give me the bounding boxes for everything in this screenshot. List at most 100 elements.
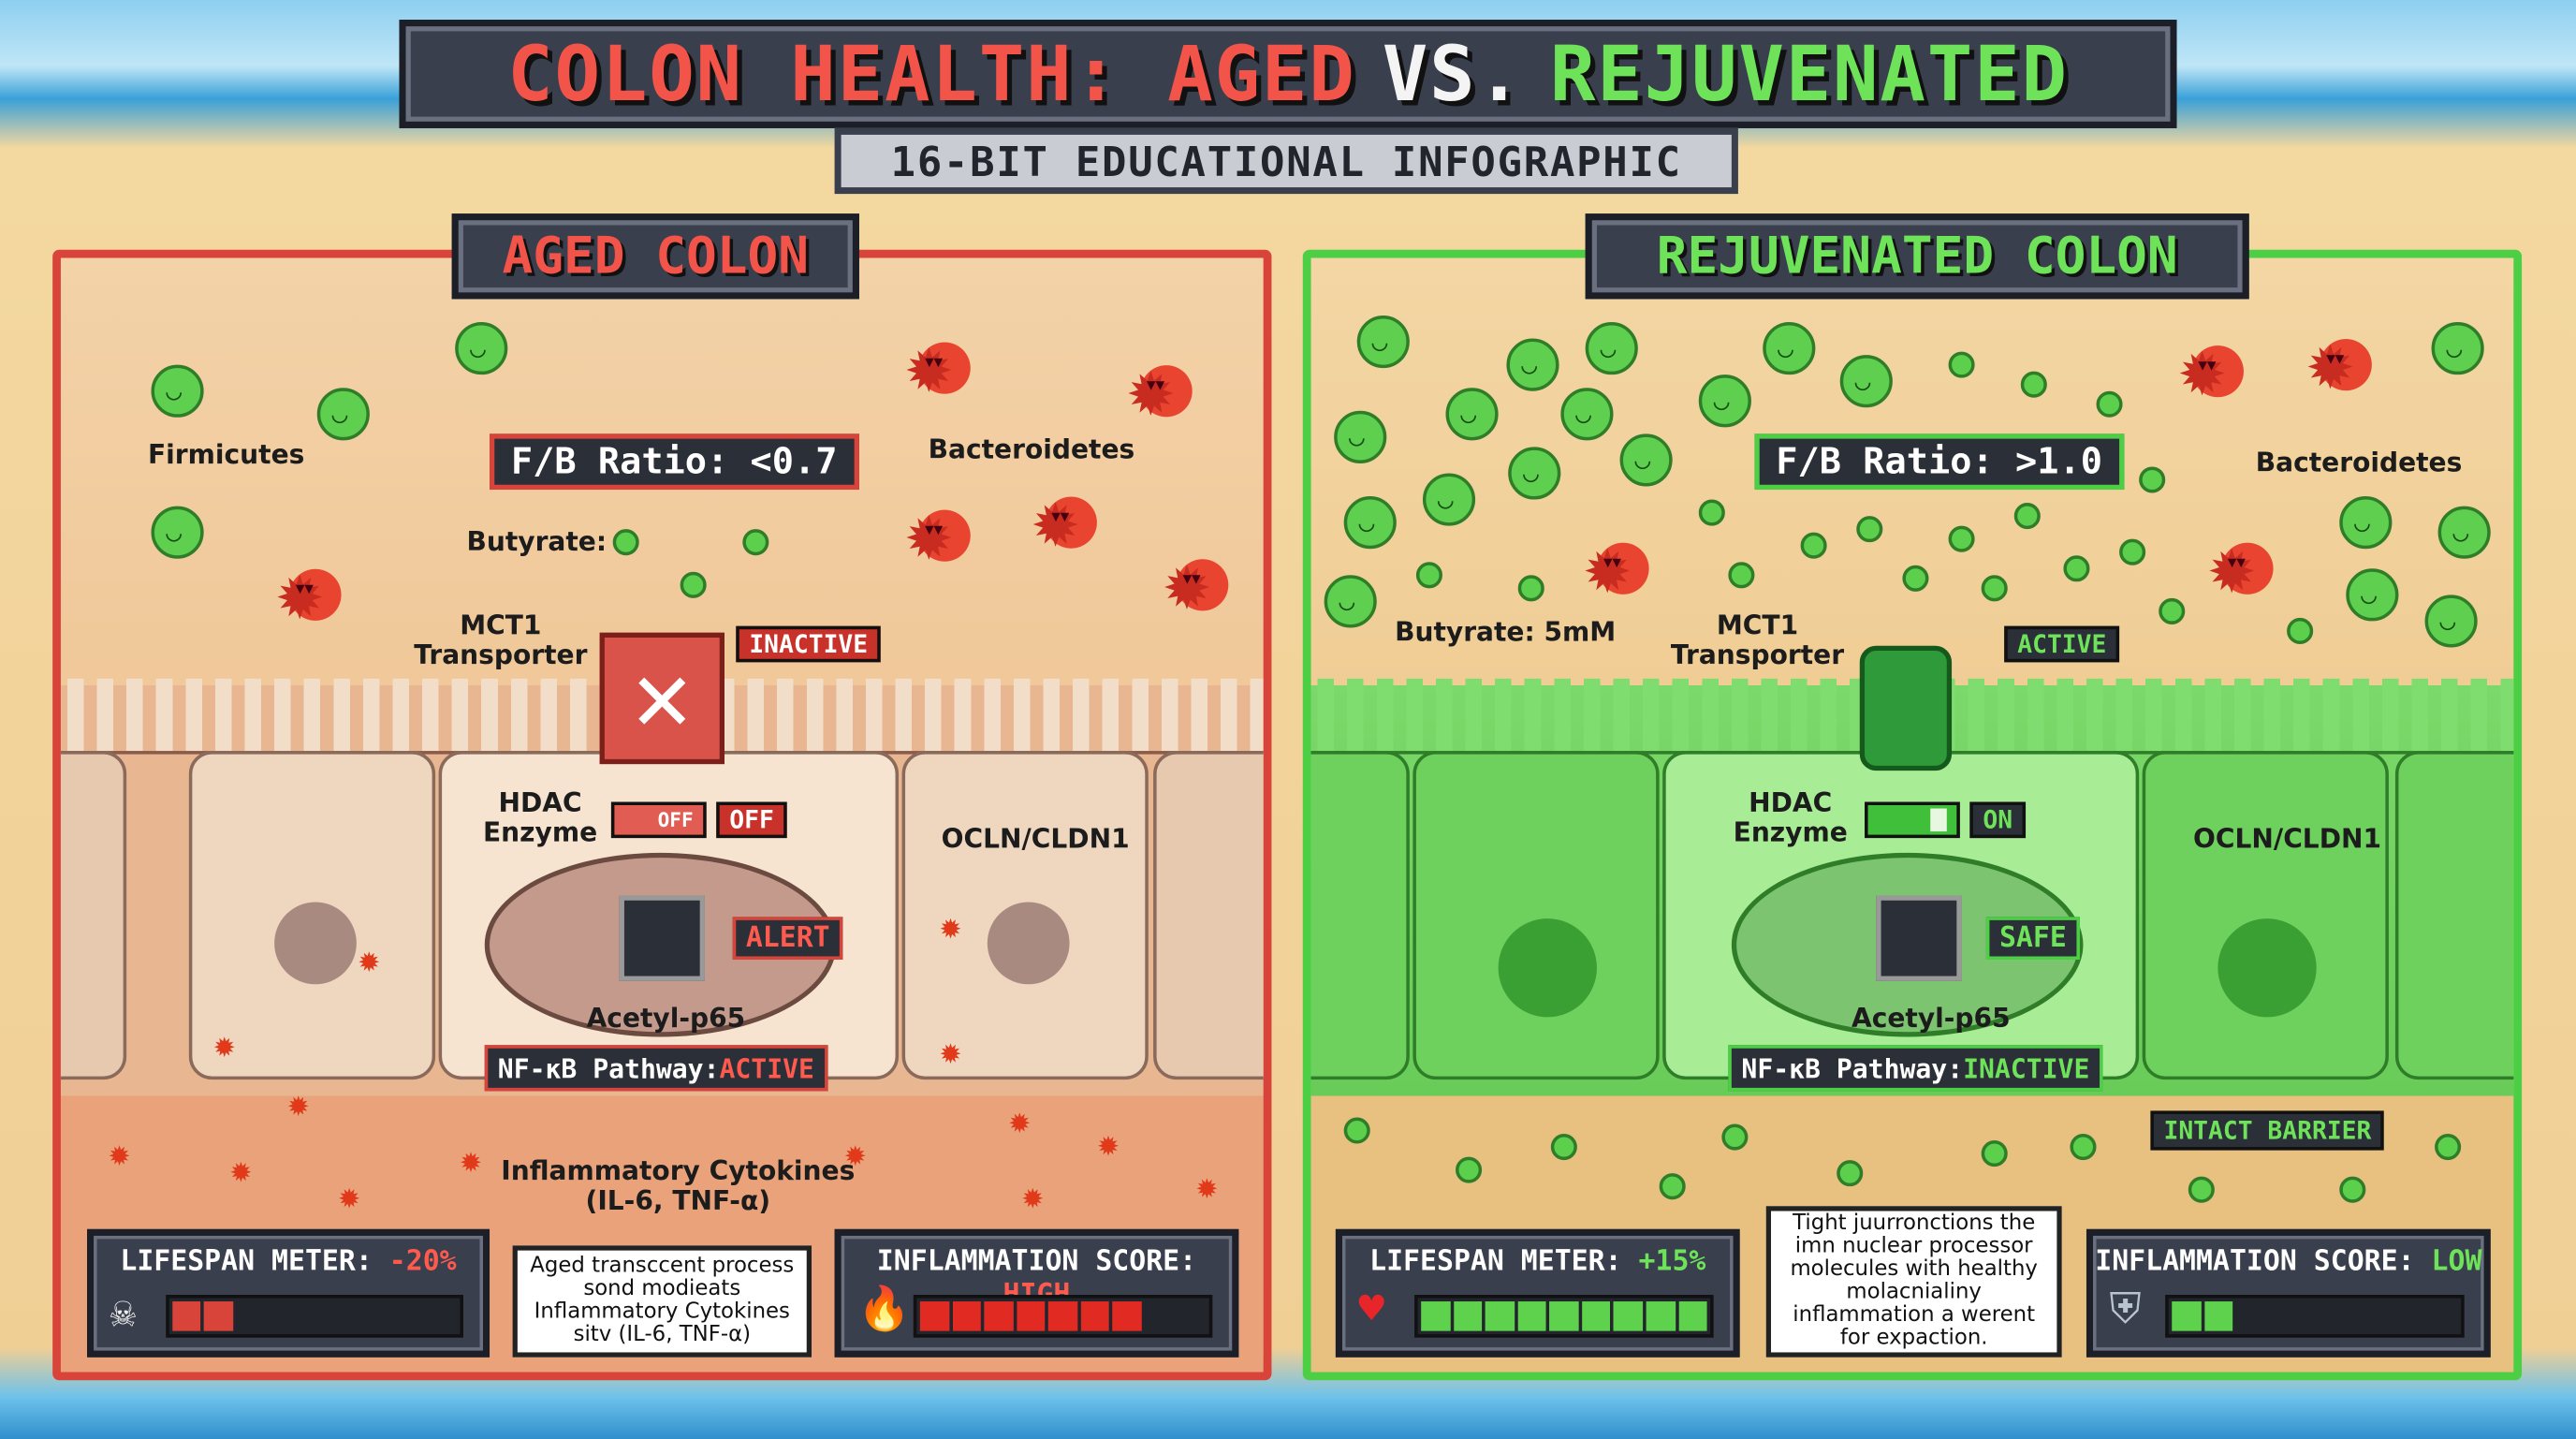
butyrate-molecule-icon (2287, 617, 2314, 644)
butyrate-molecule-icon (2070, 1134, 2097, 1161)
bacteroidetes-virus-icon (1584, 516, 1657, 614)
firmicutes-bacterium-icon (1839, 355, 1893, 408)
cytokine-burst-icon: ✹ (229, 1150, 252, 1192)
nfkb-pathway: NF-κB Pathway: INACTIVE (1728, 1045, 2103, 1092)
butyrate-molecule-icon (2020, 371, 2047, 398)
epithelial-cell (2394, 751, 2514, 1080)
meter-segment (1453, 1301, 1483, 1331)
nucleus (2217, 918, 2317, 1018)
butyrate-molecule-icon (1659, 1173, 1686, 1200)
meter-segment (1614, 1301, 1643, 1331)
rejuvenated-header: REJUVENATED COLON (1585, 213, 2249, 300)
firmicutes-bacterium-icon (1356, 315, 1410, 369)
cytokine-burst-icon: ✹ (1021, 1176, 1044, 1218)
rejuvenated-inflammation-meter: INFLAMMATION SCORE: LOW ⛨ (2086, 1228, 2491, 1358)
firmicutes-bacterium-icon (316, 388, 370, 441)
lifespan-label: LIFESPAN METER: (120, 1245, 389, 1279)
intact-barrier-label: INTACT BARRIER (2150, 1110, 2385, 1151)
bacteroidetes-label: Bacteroidetes (928, 433, 1135, 465)
meter-segment (1112, 1301, 1142, 1331)
butyrate-molecule-icon (1456, 1156, 1483, 1183)
epithelial-cell (188, 751, 436, 1080)
butyrate-molecule-icon (2013, 503, 2041, 530)
butyrate-molecule-icon (2435, 1134, 2462, 1161)
hdac-status: ON (1969, 801, 2027, 839)
cytokine-burst-icon: ✹ (460, 1140, 482, 1182)
firmicutes-bacterium-icon (1422, 473, 1476, 526)
firmicutes-bacterium-icon (1619, 433, 1673, 487)
aged-inflammation-meter: INFLAMMATION SCORE: HIGH 🔥 (834, 1228, 1239, 1358)
meter-segment (952, 1301, 982, 1331)
butyrate-molecule-icon (1837, 1160, 1864, 1187)
firmicutes-bacterium-icon (1445, 388, 1499, 441)
nucleus (987, 902, 1070, 985)
butyrate-molecule-icon (2063, 555, 2090, 582)
nfkb-pathway: NF-κB Pathway: ACTIVE (484, 1045, 827, 1092)
butyrate-molecule-icon (2139, 466, 2166, 493)
butyrate-molecule-icon (1981, 1140, 2008, 1167)
tight-junction-label: OCLN/CLDN1 (2193, 823, 2382, 855)
firmicutes-bacterium-icon (2346, 568, 2399, 622)
toggle-knob (1930, 808, 1947, 832)
butyrate-molecule-icon (1517, 575, 1544, 602)
firmicutes-bacterium-icon (2431, 321, 2484, 375)
mct1-status: ACTIVE (2004, 625, 2120, 663)
firmicutes-bacterium-icon (1585, 321, 1638, 375)
firmicutes-bacterium-icon (1506, 338, 1559, 391)
fb-ratio: F/B Ratio: <0.7 (490, 433, 859, 491)
cytokine-burst-icon: ✹ (1008, 1100, 1031, 1142)
meter-segment (1421, 1301, 1450, 1331)
bacteroidetes-virus-icon (276, 542, 349, 640)
lifespan-bar (166, 1295, 463, 1338)
meter-segment (2172, 1301, 2202, 1331)
butyrate-molecule-icon (742, 529, 769, 556)
hdac-toggle[interactable]: OFF (610, 801, 707, 839)
butyrate-molecule-icon (1343, 1117, 1370, 1144)
inflammation-label: INFLAMMATION SCORE: (876, 1245, 1197, 1279)
nucleus (274, 902, 357, 985)
butyrate-molecule-icon (1948, 525, 1975, 552)
firmicutes-bacterium-icon (2339, 496, 2393, 550)
aged-header: AGED COLON (451, 213, 859, 300)
meter-segment (2301, 1301, 2330, 1331)
hdac-toggle[interactable] (1865, 801, 1960, 839)
butyrate-label: Butyrate: 5mM (1395, 616, 1617, 648)
cytokines-label: Inflammatory Cytokines (IL-6, TNF-α) (501, 1154, 856, 1216)
meter-segment (2364, 1301, 2393, 1331)
mct1-status: INACTIVE (736, 625, 882, 663)
lifespan-bar (1414, 1295, 1714, 1338)
meter-segment (300, 1301, 329, 1331)
nucleus (1498, 918, 1597, 1018)
shield-icon: ⛨ (2109, 1285, 2142, 1335)
cytokine-burst-icon: ✹ (1195, 1167, 1218, 1208)
butyrate-molecule-icon (1698, 499, 1725, 526)
firmicutes-bacterium-icon (1508, 447, 1561, 500)
epithelial-cell (2142, 751, 2389, 1080)
epithelial-cell (901, 751, 1149, 1080)
lifespan-label: LIFESPAN METER: (1369, 1245, 1639, 1279)
cytokine-burst-icon: ✹ (213, 1025, 236, 1067)
bacteroidetes-virus-icon (1127, 339, 1200, 437)
bacteroidetes-virus-icon (1164, 533, 1236, 631)
mct1-label: MCT1 Transporter (414, 609, 588, 671)
cytokine-burst-icon: ✹ (108, 1134, 131, 1175)
butyrate-label: Butyrate: (466, 525, 607, 557)
meter-segment (428, 1301, 457, 1331)
fb-ratio: F/B Ratio: >1.0 (1754, 433, 2124, 491)
aged-lifespan-meter: LIFESPAN METER: -20% ☠ (87, 1228, 490, 1358)
title-aged: COLON HEALTH: AGED (507, 29, 1356, 119)
nfkb-status: ACTIVE (719, 1052, 814, 1084)
flame-icon: 🔥 (857, 1285, 911, 1335)
butyrate-molecule-icon (2159, 597, 2186, 624)
rejuvenated-lifespan-meter: LIFESPAN METER: +15% ♥ (1335, 1228, 1740, 1358)
firmicutes-label: Firmicutes (147, 438, 305, 470)
meter-segment (1549, 1301, 1579, 1331)
bacteroidetes-virus-icon (2178, 318, 2251, 418)
inflammation-value: LOW (2431, 1245, 2482, 1279)
title-vs: VS. (1382, 29, 1524, 119)
butyrate-molecule-icon (680, 571, 707, 598)
butyrate-molecule-icon (1902, 565, 1929, 592)
cytokine-burst-icon: ✹ (1097, 1123, 1120, 1166)
cytokine-burst-icon: ✹ (287, 1084, 310, 1126)
cytokine-burst-icon: ✹ (338, 1176, 360, 1218)
